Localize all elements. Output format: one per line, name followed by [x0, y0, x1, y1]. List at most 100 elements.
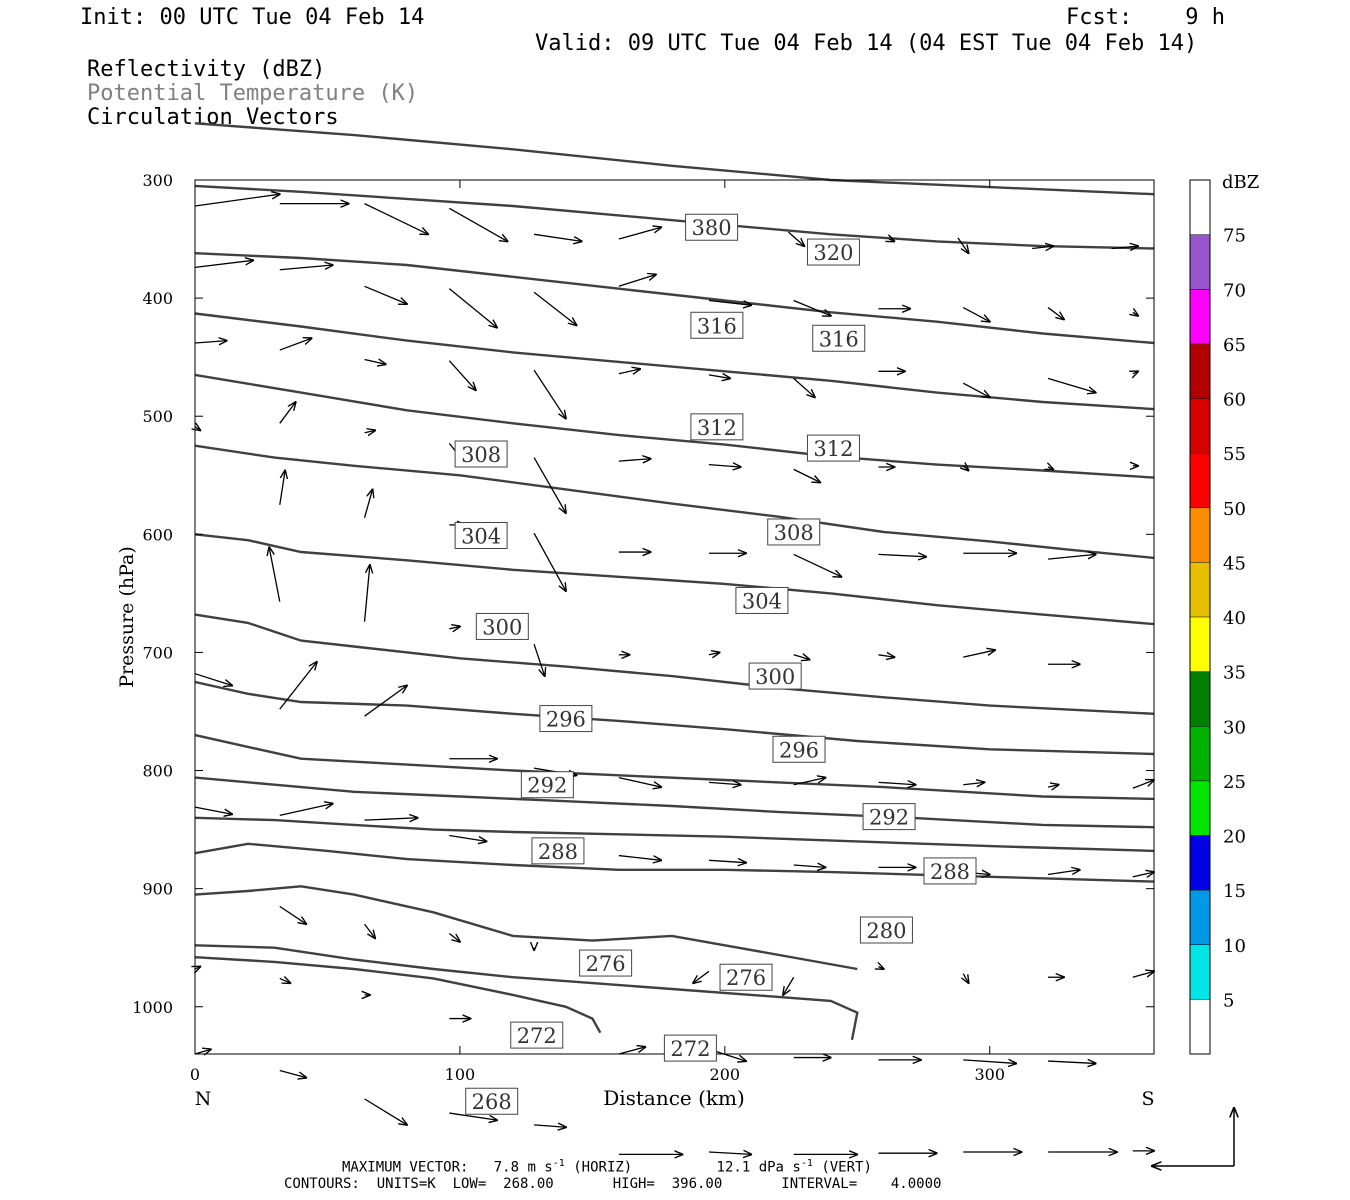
contour-line-288: [194, 776, 1155, 829]
contour-label: 308: [774, 521, 814, 545]
contour-line-296: [194, 680, 1155, 756]
contour-label: 320: [813, 241, 853, 265]
circulation-vector: [364, 1098, 407, 1125]
circulation-vector: [1032, 246, 1053, 248]
contour-label: 272: [517, 1024, 557, 1048]
colorbar-tick-label: 5: [1223, 990, 1234, 1011]
max-vector-label: MAXIMUM VECTOR:: [342, 1159, 469, 1176]
circulation-vector: [1132, 971, 1154, 978]
contour-line-324: [194, 184, 1155, 250]
colorbar-swatch: [1190, 234, 1210, 290]
circulation-vector: [195, 967, 200, 969]
footer-max-vector: MAXIMUM VECTOR: 7.8 m s-1 (HORIZ) 12.1 d…: [342, 1158, 872, 1176]
contour-label: 272: [670, 1037, 710, 1061]
circulation-vector: [448, 288, 497, 328]
circulation-vector: [693, 970, 710, 983]
colorbar-tick-label: 75: [1223, 226, 1246, 247]
contour-line-284: [194, 816, 1155, 853]
circulation-vector: [449, 626, 460, 628]
circulation-vector: [279, 1069, 306, 1078]
x-end-label-north: N: [195, 1088, 212, 1110]
horiz-value: 7.8 m s: [493, 1159, 553, 1176]
circulation-vector: [878, 967, 883, 969]
circulation-vector: [618, 369, 640, 374]
contour-line-320: [194, 252, 1155, 345]
contour-line-300: [194, 613, 1155, 715]
vert-tag: (VERT): [821, 1159, 872, 1176]
contour-label-box: [767, 518, 821, 546]
contour-label-box: [806, 238, 860, 266]
contour-label: 300: [482, 615, 522, 639]
x-tick-label: 200: [710, 1065, 741, 1084]
contour-line-276: [194, 885, 858, 971]
circulation-vector: [195, 427, 200, 431]
colorbar-swatch: [1190, 562, 1210, 617]
x-tick-label: 0: [190, 1065, 200, 1084]
circulation-vector: [363, 489, 373, 518]
contour-label-box: [806, 434, 860, 462]
contour-label: 312: [813, 437, 853, 461]
circulation-vector: [962, 382, 989, 397]
x-axis-title: Distance (km): [603, 1086, 745, 1110]
colorbar-tick-label: 50: [1223, 499, 1246, 520]
circulation-vector: [194, 341, 227, 343]
circulation-vector: [1133, 312, 1138, 316]
contour-label: 312: [697, 416, 737, 440]
colorbar-swatch: [1190, 289, 1210, 344]
contour-label: 268: [472, 1090, 512, 1114]
circulation-vector: [878, 554, 926, 556]
circulation-vector: [962, 306, 989, 322]
contour-label-box: [475, 612, 529, 640]
circulation-vector: [963, 782, 984, 784]
colorbar-tick-label: 35: [1223, 663, 1246, 684]
contour-label: 296: [546, 708, 586, 732]
circulation-vector: [534, 1125, 566, 1127]
contour-label: 316: [819, 327, 859, 351]
contour-label: 296: [779, 738, 819, 762]
circulation-vector: [618, 776, 661, 787]
contour-label: 292: [869, 806, 909, 830]
contour-label: 304: [742, 589, 782, 613]
contour-label-box: [923, 857, 977, 885]
circulation-vector: [364, 818, 418, 820]
circulation-vector: [793, 553, 842, 576]
field-potential-temperature: Potential Temperature (K): [87, 81, 419, 106]
circulation-vector: [787, 231, 804, 246]
circulation-vector: [963, 973, 968, 983]
circulation-vector: [279, 471, 285, 505]
circulation-vector: [533, 532, 566, 591]
circulation-vector: [364, 686, 407, 717]
circulation-vector: [793, 377, 815, 397]
contour-label: 300: [755, 665, 795, 689]
circulation-vector: [449, 1112, 497, 1120]
forecast-hour: Fcst: 9 h: [1066, 5, 1225, 30]
circulation-vector: [1047, 870, 1080, 875]
contour-label-box: [520, 771, 574, 799]
contour-label-box: [719, 963, 773, 991]
circulation-vector: [364, 203, 429, 235]
circulation-vector: [708, 652, 720, 654]
contour-label: 316: [697, 314, 737, 338]
colorbar-tick-label: 40: [1223, 608, 1246, 629]
circulation-vector: [269, 547, 281, 602]
circulation-vector: [448, 360, 475, 391]
circulation-vector: [533, 457, 566, 514]
circulation-vector: [533, 291, 576, 325]
circulation-vector: [708, 299, 751, 305]
contour-line-304: [194, 533, 1155, 626]
contour-label-box: [465, 1087, 519, 1115]
colorbar-swatch: [1190, 944, 1210, 1000]
circulation-vector: [364, 923, 376, 938]
circulation-vector: [708, 860, 746, 862]
contour-label: 276: [586, 952, 626, 976]
circulation-vector: [793, 468, 820, 482]
circulation-vector: [1133, 371, 1138, 373]
contour-label: 276: [726, 966, 766, 990]
colorbar-swatch: [1190, 453, 1210, 508]
circulation-vector: [279, 905, 306, 924]
contour-label-box: [859, 916, 913, 944]
circulation-vector: [708, 465, 741, 467]
colorbar-tick-label: 55: [1223, 444, 1246, 465]
valid-time: Valid: 09 UTC Tue 04 Feb 14 (04 EST Tue …: [535, 31, 1198, 56]
circulation-vector: [279, 978, 291, 983]
